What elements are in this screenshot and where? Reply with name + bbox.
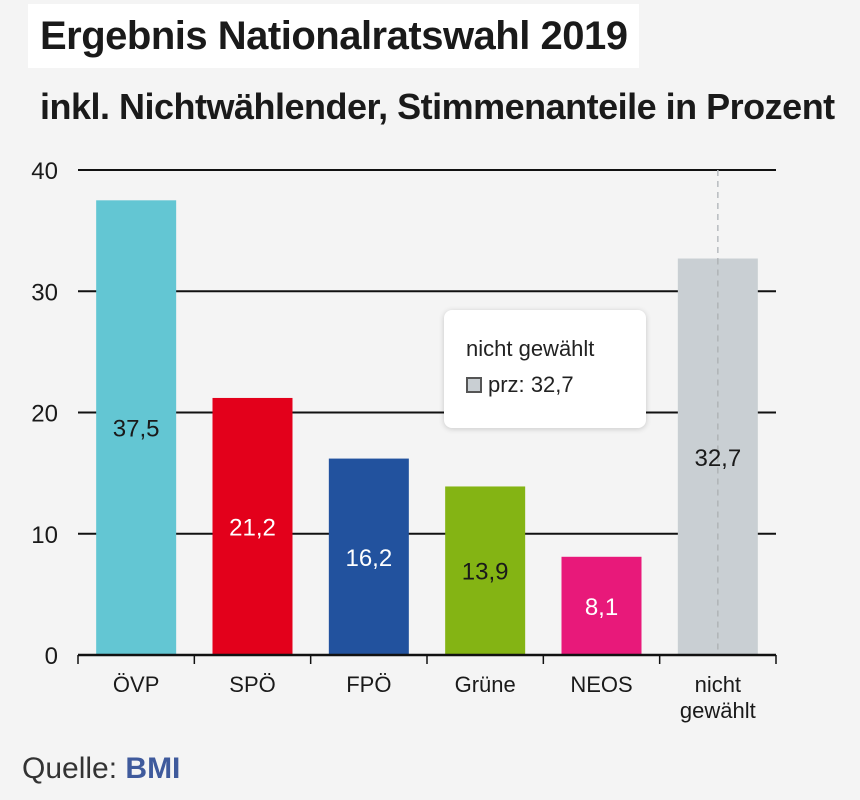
tooltip-title: nicht gewählt — [466, 336, 595, 361]
x-tick-label-5: nicht gewählt — [680, 672, 756, 723]
y-tick-label-10: 10 — [31, 522, 58, 549]
source-note: Quelle: BMI — [22, 752, 180, 786]
y-tick-label-40: 40 — [31, 158, 58, 185]
bar-4 — [561, 556, 642, 655]
x-tick-label-0: ÖVP — [113, 672, 159, 697]
x-tick-label-1: SPÖ — [229, 672, 275, 697]
chart-subtitle: inkl. Nichtwählender, Stimmenanteile in … — [40, 86, 835, 127]
y-tick-label-20: 20 — [31, 401, 58, 428]
data-label-3: 13,9 — [462, 559, 509, 586]
x-tick-label-3: Grüne — [455, 672, 516, 697]
data-label-1: 21,2 — [229, 514, 276, 541]
tooltip-swatch — [466, 377, 482, 393]
data-label-5: 32,7 — [694, 445, 741, 472]
y-tick-label-0: 0 — [45, 643, 58, 670]
y-tick-label-30: 30 — [31, 279, 58, 306]
x-tick-label-2: FPÖ — [346, 672, 391, 697]
tooltip-value: 32,7 — [530, 372, 574, 397]
source-prefix: Quelle: — [22, 752, 118, 785]
title-box: Ergebnis Nationalratswahl 2019 — [28, 4, 640, 68]
x-tick-label-4: NEOS — [570, 672, 632, 697]
tooltip-row: prz: 32,7 — [466, 372, 646, 398]
bar-3 — [445, 486, 526, 655]
bar-0 — [96, 200, 177, 655]
data-label-0: 37,5 — [113, 416, 160, 443]
data-label-4: 8,1 — [585, 594, 618, 621]
source-name[interactable]: BMI — [125, 752, 181, 785]
chart-title: Ergebnis Nationalratswahl 2019 — [40, 13, 628, 58]
chart-tooltip: nicht gewählt prz: 32,7 — [444, 310, 646, 428]
data-label-2: 16,2 — [345, 545, 392, 572]
bar-2 — [328, 458, 409, 655]
bar-1 — [212, 397, 293, 655]
tooltip-label: prz: — [488, 372, 525, 397]
